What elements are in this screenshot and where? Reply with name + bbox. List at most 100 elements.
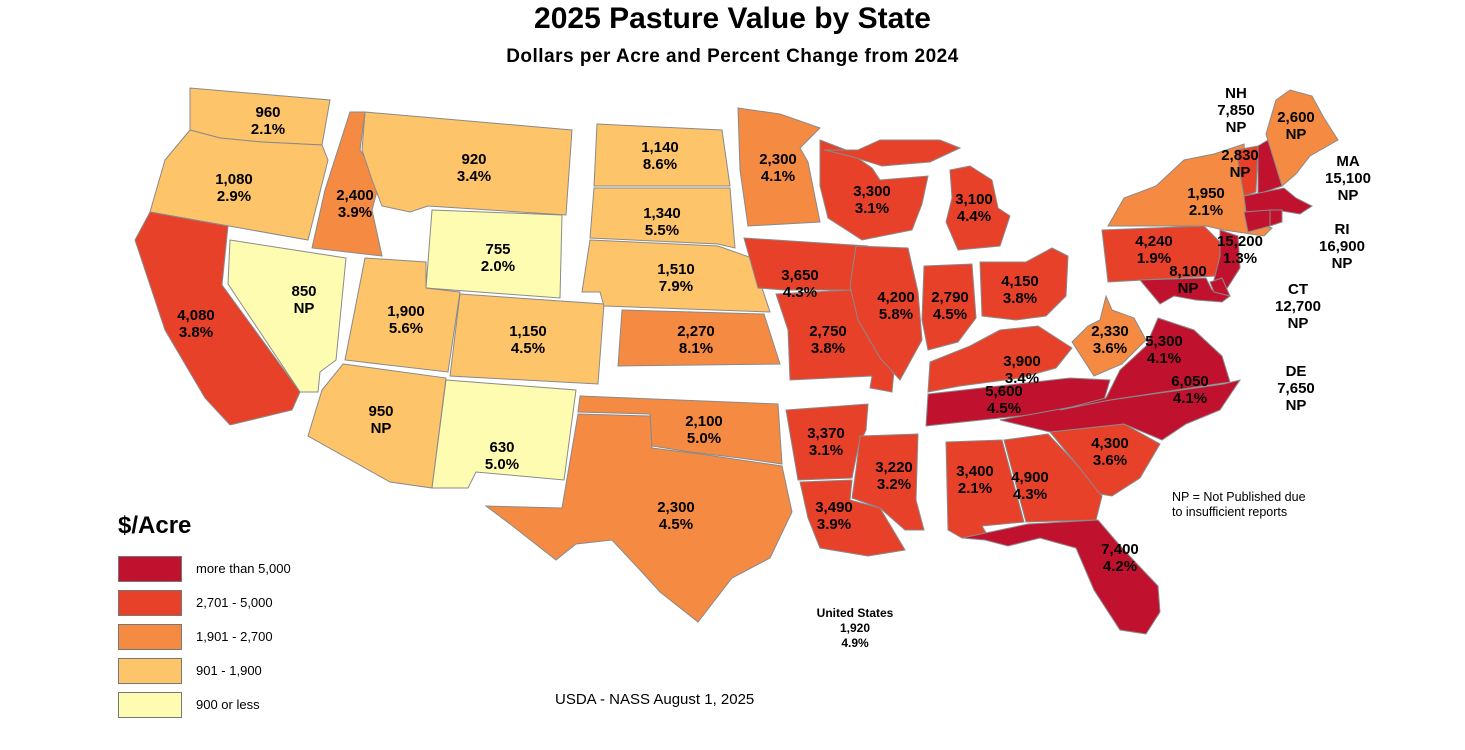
state-label-or-change: 2.9% <box>217 188 251 205</box>
state-label-wi-value: 3,300 <box>853 183 891 200</box>
state-label-wy-change: 2.0% <box>481 258 515 275</box>
state-label-la-change: 3.9% <box>817 516 851 533</box>
source-credit: USDA - NASS August 1, 2025 <box>555 691 755 708</box>
state-label-oh-change: 3.8% <box>1003 290 1037 307</box>
state-label-wa-value: 960 <box>255 104 280 121</box>
state-label-mi-value: 3,100 <box>955 191 993 208</box>
state-label-il-value: 4,200 <box>877 289 915 306</box>
state-label-nm-change: 5.0% <box>485 456 519 473</box>
state-FL <box>961 519 1161 635</box>
legend-label: 901 - 1,900 <box>196 663 262 678</box>
legend: $/Acre more than 5,000 2,701 - 5,000 1,9… <box>118 512 291 718</box>
state-GA <box>1003 433 1103 523</box>
legend-title: $/Acre <box>118 512 192 539</box>
state-label-nj-change: 1.3% <box>1223 250 1257 267</box>
state-label-ut-value: 1,900 <box>387 303 425 320</box>
state-label-tn-change: 4.5% <box>987 400 1021 417</box>
legend-label: 1,901 - 2,700 <box>196 629 273 644</box>
state-label-ne-value: 1,510 <box>657 261 695 278</box>
state-label-ia-value: 3,650 <box>781 267 819 284</box>
legend-item-900-or-less: 900 or less <box>118 692 378 718</box>
state-NE <box>581 239 771 313</box>
state-CO <box>449 293 605 385</box>
state-IL <box>849 245 923 381</box>
state-label-pa-change: 1.9% <box>1137 250 1171 267</box>
state-AL <box>945 439 1025 539</box>
state-label-va-change: 4.1% <box>1147 350 1181 367</box>
legend-swatch <box>118 590 182 616</box>
state-NV <box>227 239 347 393</box>
state-AR <box>785 403 869 481</box>
state-label-az-change: NP <box>371 420 392 437</box>
np-footnote-line1: NP = Not Published due <box>1172 490 1306 504</box>
state-label-va-value: 5,300 <box>1145 333 1183 350</box>
state-TX <box>484 413 793 623</box>
state-label-mo-change: 3.8% <box>811 340 845 357</box>
state-label-id-value: 2,400 <box>336 187 374 204</box>
state-label-tn-value: 5,600 <box>985 383 1023 400</box>
state-label-ms-value: 3,220 <box>875 459 913 476</box>
legend-label: more than 5,000 <box>196 561 291 576</box>
state-label-de-change: NP <box>1286 397 1307 414</box>
map-subtitle: Dollars per Acre and Percent Change from… <box>506 46 959 67</box>
legend-item-2701-5000: 2,701 - 5,000 <box>118 590 378 616</box>
np-footnote-line2: to insufficient reports <box>1172 505 1288 519</box>
state-MT <box>361 111 573 216</box>
state-label-nj-value: 15,200 <box>1217 233 1263 250</box>
state-MS <box>851 433 925 531</box>
state-RI <box>1269 209 1283 227</box>
state-label-me-value: 2,600 <box>1277 109 1315 126</box>
state-label-co-change: 4.5% <box>511 340 545 357</box>
state-label-nv-change: NP <box>294 300 315 317</box>
legend-label: 900 or less <box>196 697 260 712</box>
state-ME <box>1265 89 1339 187</box>
legend-swatch <box>118 556 182 582</box>
state-label-md-change: NP <box>1178 280 1199 297</box>
state-label-fl-value: 7,400 <box>1101 541 1139 558</box>
legend-item-1901-2700: 1,901 - 2,700 <box>118 624 378 650</box>
state-label-ny-value: 1,950 <box>1187 185 1225 202</box>
state-label-in-value: 2,790 <box>931 289 969 306</box>
state-label-md-value: 8,100 <box>1169 263 1207 280</box>
state-WY <box>425 209 563 299</box>
state-CA <box>134 211 301 426</box>
legend-swatch <box>118 658 182 684</box>
state-ID <box>311 111 383 257</box>
legend-item-more-than-5000: more than 5,000 <box>118 556 378 582</box>
state-label-ky-change: 3.4% <box>1005 370 1039 387</box>
state-label-sc-value: 4,300 <box>1091 435 1129 452</box>
us-total-change: 4.9% <box>841 636 869 650</box>
state-label-fl-change: 4.2% <box>1103 558 1137 575</box>
us-total-name: United States <box>816 606 894 620</box>
state-label-vt-value: 2,830 <box>1221 147 1259 164</box>
state-WI <box>819 139 929 241</box>
state-label-il-change: 5.8% <box>879 306 913 323</box>
state-labels: 9602.1%1,0802.9%4,0803.8%2,4003.9%850NP9… <box>177 85 1371 575</box>
state-label-id-change: 3.9% <box>338 204 372 221</box>
state-label-wi-change: 3.1% <box>855 200 889 217</box>
state-label-sc-change: 3.6% <box>1093 452 1127 469</box>
state-UT <box>344 257 461 373</box>
state-shapes <box>134 87 1339 635</box>
state-label-ms-change: 3.2% <box>877 476 911 493</box>
state-label-nh-name: NH <box>1225 85 1247 102</box>
state-label-wa-change: 2.1% <box>251 121 285 138</box>
state-label-tx-change: 4.5% <box>659 516 693 533</box>
state-OK <box>577 395 783 465</box>
state-label-az-value: 950 <box>368 403 393 420</box>
state-label-tx-value: 2,300 <box>657 499 695 516</box>
np-footnote: NP = Not Published due to insufficient r… <box>1172 490 1306 520</box>
state-label-ma-value: 15,100 <box>1325 170 1371 187</box>
state-label-ri-value: 16,900 <box>1319 238 1365 255</box>
state-OR <box>149 129 329 241</box>
state-label-nm-value: 630 <box>489 439 514 456</box>
legend-item-901-1900: 901 - 1,900 <box>118 658 378 684</box>
state-OH <box>979 247 1069 321</box>
legend-swatch <box>118 692 182 718</box>
state-AZ <box>307 363 447 489</box>
state-label-ct-value: 12,700 <box>1275 298 1321 315</box>
state-label-ri-name: RI <box>1335 221 1350 238</box>
us-total-summary: United States 1,920 4.9% <box>790 606 920 651</box>
state-DE <box>1209 277 1231 297</box>
state-label-ne-change: 7.9% <box>659 278 693 295</box>
